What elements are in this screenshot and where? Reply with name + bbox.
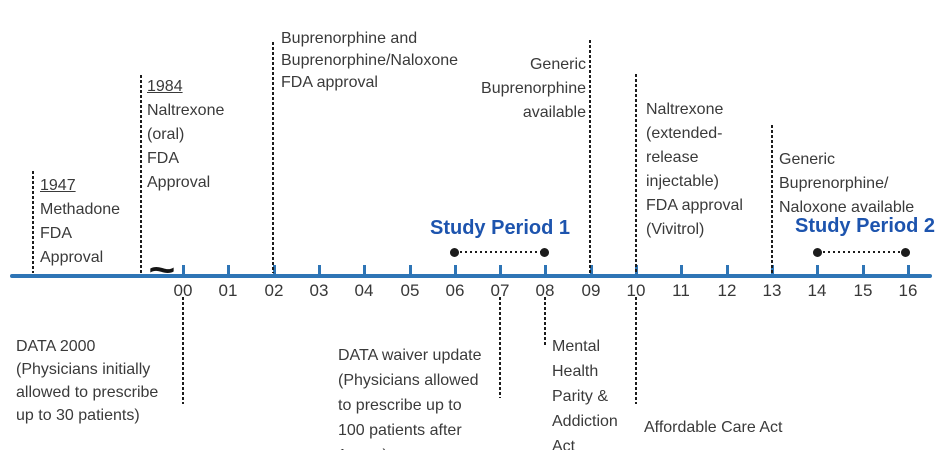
event-text: Buprenorphine and Buprenorphine/Naloxone… xyxy=(281,30,459,91)
axis-tick-label-02: 02 xyxy=(264,281,284,300)
axis-tick-label-08: 08 xyxy=(535,281,555,300)
study-period-1-label: Study Period 1 xyxy=(429,217,571,239)
event-text: Naltrexone (extended- release injectable… xyxy=(646,101,743,238)
axis-tick-label-10: 10 xyxy=(626,281,646,300)
axis-tick-label-05: 05 xyxy=(400,281,420,300)
study-period-2-connector xyxy=(818,251,906,253)
event-buprenorphine-approval: Buprenorphine and Buprenorphine/Naloxone… xyxy=(281,6,458,116)
event-naltrexone-oral-approval: 1984 Naltrexone (oral) FDA Approval xyxy=(147,51,224,219)
event-text: Affordable Care Act xyxy=(644,419,783,436)
axis-tick-label-03: 03 xyxy=(309,281,329,300)
axis-tick-label-11: 11 xyxy=(672,281,690,300)
event-text: DATA 2000 (Physicians initially allowed … xyxy=(16,338,159,424)
axis-tick-12 xyxy=(726,265,729,274)
event-generic-bup-naloxone: Generic Buprenorphine/ Naloxone availabl… xyxy=(779,124,914,244)
study-period-1-end-dot xyxy=(540,248,549,257)
axis-tick-00 xyxy=(182,265,185,274)
study-period-1-start-dot xyxy=(450,248,459,257)
timeline-axis xyxy=(10,274,932,278)
dashed-line-2002 xyxy=(272,42,274,273)
dashed-line-2010-below xyxy=(635,297,637,404)
study-period-2-start-dot xyxy=(813,248,822,257)
event-year-1984: 1984 xyxy=(147,78,183,95)
axis-tick-15 xyxy=(862,265,865,274)
axis-tick-label-15: 15 xyxy=(853,281,873,300)
axis-tick-label-00: 00 xyxy=(173,281,193,300)
event-text: Mental Health Parity & Addiction Act xyxy=(552,338,618,450)
dashed-line-2010-above xyxy=(635,74,637,273)
event-data-waiver-update: DATA waiver update (Physicians allowed t… xyxy=(338,318,481,450)
dashed-line-2007-below xyxy=(499,297,501,398)
study-period-2-label: Study Period 2 xyxy=(794,215,936,237)
event-mental-health-parity-act: Mental Health Parity & Addiction Act xyxy=(552,309,618,450)
axis-tick-label-07: 07 xyxy=(490,281,510,300)
axis-tick-label-01: 01 xyxy=(218,281,238,300)
event-methadone-approval: 1947 Methadone FDA Approval xyxy=(40,150,120,294)
dashed-line-2009 xyxy=(589,40,591,273)
axis-tick-01 xyxy=(227,265,230,274)
event-text: Generic Buprenorphine/ Naloxone availabl… xyxy=(779,151,915,216)
event-naltrexone-er-approval: Naltrexone (extended- release injectable… xyxy=(646,74,743,266)
dashed-line-2013 xyxy=(771,125,773,273)
axis-tick-label-09: 09 xyxy=(581,281,601,300)
dashed-line-2000-below xyxy=(182,297,184,404)
study-period-2-end-dot xyxy=(901,248,910,257)
event-affordable-care-act: Affordable Care Act xyxy=(644,392,782,450)
event-generic-buprenorphine: Generic Buprenorphine available xyxy=(436,29,586,149)
event-year-1947: 1947 xyxy=(40,177,76,194)
axis-tick-04 xyxy=(363,265,366,274)
axis-tick-16 xyxy=(907,265,910,274)
axis-tick-06 xyxy=(454,265,457,274)
dashed-line-2008-below xyxy=(544,297,546,345)
axis-tick-label-13: 13 xyxy=(762,281,782,300)
event-text: DATA waiver update (Physicians allowed t… xyxy=(338,347,482,450)
dashed-line-1947 xyxy=(32,171,34,273)
event-text: Naltrexone (oral) FDA Approval xyxy=(147,102,225,191)
axis-tick-09 xyxy=(590,265,593,274)
axis-tick-11 xyxy=(680,265,683,274)
axis-tick-label-04: 04 xyxy=(354,281,374,300)
axis-tick-02 xyxy=(273,265,276,274)
event-text: Generic Buprenorphine available xyxy=(481,56,586,121)
axis-tick-07 xyxy=(499,265,502,274)
axis-tick-label-06: 06 xyxy=(445,281,465,300)
axis-tick-label-14: 14 xyxy=(807,281,827,300)
event-data-2000: DATA 2000 (Physicians initially allowed … xyxy=(16,312,158,450)
axis-tick-label-12: 12 xyxy=(717,281,737,300)
dashed-line-1984 xyxy=(140,75,142,273)
axis-break-tilde: ~ xyxy=(148,249,176,291)
study-period-1-connector xyxy=(455,251,545,253)
axis-tick-14 xyxy=(816,265,819,274)
axis-tick-03 xyxy=(318,265,321,274)
event-text: Methadone FDA Approval xyxy=(40,201,121,266)
axis-tick-05 xyxy=(409,265,412,274)
axis-tick-08 xyxy=(544,265,547,274)
axis-tick-label-16: 16 xyxy=(898,281,918,300)
